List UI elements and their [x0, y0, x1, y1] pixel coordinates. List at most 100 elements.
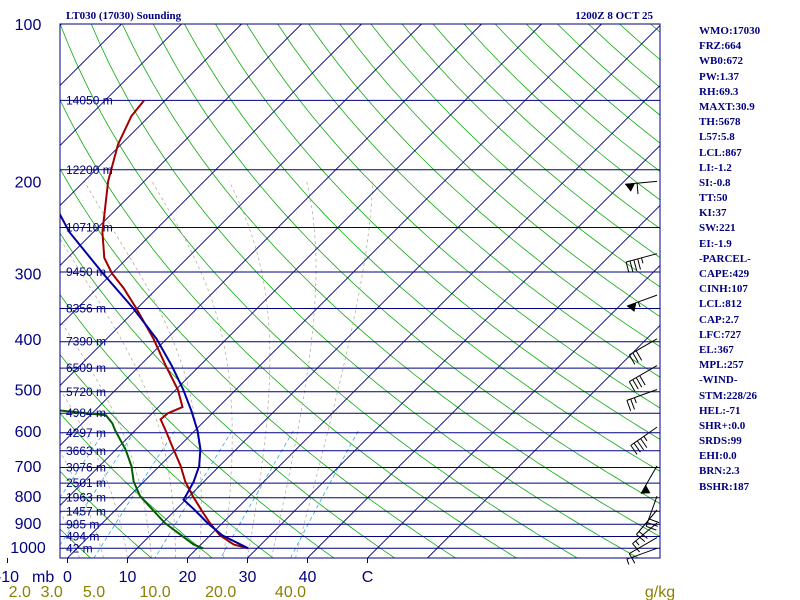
- wind-barb: [630, 426, 658, 455]
- barb-half-flag: [633, 397, 637, 404]
- barb-staff: [629, 338, 658, 356]
- height-label: 494 m: [66, 530, 99, 544]
- wind-barb: [645, 496, 660, 531]
- series-parcel: [60, 212, 249, 550]
- index-item: LCL:867: [699, 146, 742, 159]
- mixing-ratio-label: 2.0: [9, 584, 31, 600]
- series-dewpoint: [60, 409, 204, 550]
- index-item: EL:367: [699, 343, 734, 356]
- height-label: 5720 m: [66, 385, 106, 399]
- pressure-tick-label: 200: [15, 174, 42, 191]
- index-item: LCL:812: [699, 298, 742, 311]
- pressure-tick-label: 500: [15, 383, 42, 400]
- dry-adiabat: [184, 24, 660, 472]
- index-item: TT:50: [699, 192, 728, 205]
- pressure-tick-label: 300: [15, 267, 42, 284]
- mixing-ratio-label: 40.0: [275, 584, 306, 600]
- index-item: TH:5678: [699, 116, 741, 129]
- dry-adiabat: [246, 24, 660, 409]
- height-label: 1457 m: [66, 504, 106, 518]
- barb-flag: [636, 534, 646, 542]
- temperature-tick-label: C: [362, 569, 374, 586]
- index-item: LI:-1.2: [699, 161, 732, 174]
- height-label: 4297 m: [66, 426, 106, 440]
- pressure-tick-label: 600: [15, 424, 42, 441]
- dry-adiabat: [308, 24, 660, 348]
- mixing-ratio-label: 5.0: [83, 584, 105, 600]
- barb-flag: [640, 438, 648, 448]
- index-item: BSHR:187: [699, 480, 750, 493]
- mixing-ratio-line: [60, 430, 136, 546]
- barb-staff: [636, 509, 658, 535]
- height-label: 9450 m: [66, 265, 106, 279]
- dry-adiabat: [60, 470, 152, 558]
- wind-barb: [640, 465, 658, 494]
- mixing-ratio-line: [154, 430, 233, 558]
- isotherm: [0, 24, 2, 558]
- dry-adiabat: [60, 294, 335, 558]
- isotherm: [60, 24, 542, 507]
- dry-adiabat: [370, 24, 660, 288]
- dry-adiabat: [588, 24, 660, 88]
- index-item: STM:228/26: [699, 389, 758, 402]
- barb-staff: [626, 389, 658, 401]
- height-label: 14050 m: [66, 93, 113, 107]
- index-item: SI:-0.8: [699, 176, 731, 189]
- temperature-tick-label: -10: [0, 569, 19, 586]
- wind-barb: [626, 389, 658, 411]
- isotherm: [367, 264, 660, 558]
- temperature-tick-label: 10: [119, 569, 137, 586]
- barb-half-flag: [637, 301, 641, 308]
- dry-adiabat: [90, 24, 639, 558]
- barb-flag: [632, 379, 639, 390]
- barb-flag: [647, 522, 658, 527]
- barb-flag: [636, 183, 639, 195]
- indices-panel: WMO:17030 FRZ:664 WB0:672 PW:1.37 RH:69.3 MAX…: [699, 24, 760, 495]
- isotherm: [127, 24, 660, 558]
- isotherm: [247, 144, 660, 558]
- height-label: 12200 m: [66, 163, 113, 177]
- height-label: 4984 m: [66, 406, 106, 420]
- moist-adiabat: [151, 181, 233, 558]
- barb-staff: [626, 294, 658, 307]
- index-item: CAPE:429: [699, 268, 750, 280]
- barb-flag: [635, 350, 643, 361]
- height-label: 2501 m: [66, 476, 106, 490]
- wind-barb: [628, 338, 658, 365]
- dry-adiabat: [60, 232, 395, 558]
- dry-adiabat: [121, 24, 660, 538]
- mixing-ratio-label: 20.0: [205, 584, 236, 600]
- barb-flag: [636, 440, 645, 451]
- barb-half-flag: [641, 257, 644, 264]
- barb-flag: [632, 543, 640, 553]
- index-item: WMO:17030: [699, 25, 761, 37]
- temperature-tick-label: 40: [299, 569, 317, 586]
- wind-barb: [628, 537, 658, 564]
- sounding-series: [60, 99, 249, 550]
- moist-adiabat: [0, 181, 8, 558]
- index-item: EI:-1.9: [699, 237, 732, 250]
- mixing-ratio-label: 3.0: [41, 584, 63, 600]
- wind-barb: [625, 180, 658, 195]
- barb-pennant: [641, 485, 651, 494]
- pressure-tick-label: 700: [15, 459, 42, 476]
- pressure-tick-label: 800: [15, 489, 42, 506]
- index-item: PW:1.37: [699, 70, 740, 83]
- temperature-tick-label: 0: [63, 569, 72, 586]
- barb-staff: [630, 426, 658, 446]
- wind-barb: [628, 365, 658, 392]
- index-item: RH:69.3: [699, 85, 739, 98]
- series-temperature: [101, 99, 249, 550]
- barb-flag: [630, 398, 635, 410]
- index-item: KI:37: [699, 207, 727, 220]
- dry-adiabat: [339, 24, 660, 318]
- dry-adiabat: [215, 24, 660, 440]
- barb-flag: [633, 259, 638, 271]
- barb-staff: [645, 496, 658, 527]
- height-label: 8356 m: [66, 302, 106, 316]
- height-label: 10710 m: [66, 221, 113, 235]
- barb-staff: [640, 465, 658, 494]
- index-item: -WIND-: [699, 374, 738, 387]
- wind-barb: [632, 522, 658, 553]
- isotherm: [60, 24, 62, 27]
